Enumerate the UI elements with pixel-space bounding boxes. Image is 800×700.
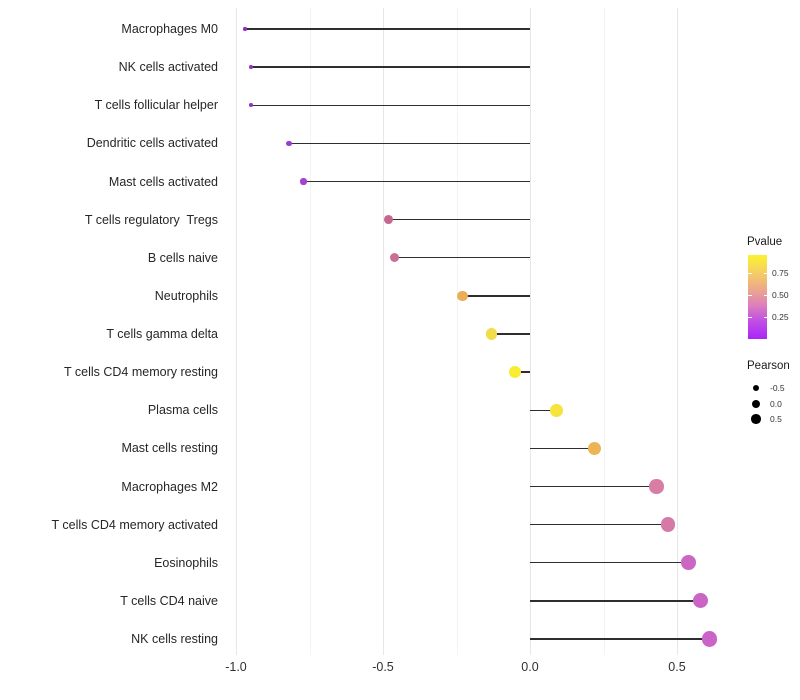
lollipop-stem	[462, 295, 530, 297]
pearson-legend-dot	[752, 384, 760, 392]
y-axis-label: T cells CD4 memory resting	[64, 365, 218, 380]
data-point	[300, 178, 307, 185]
pvalue-colorbar	[748, 255, 767, 339]
data-point	[248, 103, 253, 108]
colorbar-tick	[763, 294, 767, 296]
data-point	[693, 593, 709, 609]
lollipop-stem	[530, 523, 669, 526]
lollipop-stem	[288, 142, 530, 145]
data-point	[457, 290, 468, 302]
y-axis-label: T cells regulatory Tregs	[84, 212, 218, 227]
major-gridline	[236, 8, 237, 655]
data-point	[649, 479, 664, 494]
pearson-legend-dot	[751, 414, 761, 424]
colorbar-tick	[763, 316, 767, 318]
colorbar-tick-label: 0.25	[772, 311, 789, 322]
data-point	[286, 140, 292, 147]
pearson-legend-label: 0.0	[770, 398, 782, 409]
colorbar-tick-label: 0.50	[772, 289, 789, 300]
data-point	[701, 631, 717, 647]
minor-gridline	[309, 8, 311, 655]
colorbar-tick	[763, 272, 767, 274]
lollipop-stem	[530, 485, 657, 488]
y-axis-label: NK cells activated	[118, 60, 218, 75]
pearson-legend-title: Pearson	[747, 360, 790, 372]
x-axis-tick-label: -0.5	[372, 660, 394, 674]
y-axis-label: Eosinophils	[154, 555, 218, 570]
data-point	[384, 215, 394, 225]
lollipop-stem	[250, 66, 530, 68]
pvalue-legend: Pvalue 0.75 0.50 0.25	[746, 236, 800, 356]
x-axis-tick-label: -1.0	[225, 660, 247, 674]
lollipop-stem	[244, 28, 530, 30]
colorbar-tick	[748, 294, 752, 296]
major-gridline	[530, 8, 531, 655]
data-point	[681, 555, 697, 571]
lollipop-stem	[530, 409, 557, 411]
major-gridline	[383, 8, 384, 655]
data-point	[486, 328, 498, 340]
colorbar-tick-label: 0.75	[772, 267, 789, 278]
y-axis-label: Plasma cells	[147, 403, 218, 418]
y-axis-label: T cells gamma delta	[106, 327, 218, 341]
lollipop-stem	[303, 180, 530, 183]
colorbar-tick	[748, 316, 752, 318]
minor-gridline	[456, 8, 458, 655]
colorbar-tick	[748, 272, 752, 274]
data-point	[509, 366, 522, 378]
pvalue-legend-title: Pvalue	[747, 236, 783, 248]
data-point	[390, 253, 400, 263]
y-axis-label: T cells CD4 naive	[120, 593, 218, 608]
y-axis-label: T cells CD4 memory activated	[51, 517, 219, 532]
y-axis-label: Dendritic cells activated	[86, 136, 218, 151]
lollipop-stem	[530, 600, 701, 602]
y-axis-label: B cells naive	[147, 250, 218, 265]
y-axis-label: Macrophages M2	[121, 479, 218, 494]
x-axis-tick-label: 0.5	[668, 660, 686, 674]
lollipop-stem	[388, 218, 530, 221]
y-axis-label: Macrophages M0	[121, 22, 218, 36]
data-point	[243, 27, 247, 31]
minor-gridline	[603, 8, 605, 655]
pearson-legend-label: 0.5	[770, 414, 782, 424]
lollipop-stem	[530, 638, 710, 640]
lollipop-stem	[530, 447, 595, 450]
data-point	[248, 65, 253, 70]
y-axis-label: NK cells resting	[131, 632, 218, 646]
pearson-legend-dot	[752, 399, 760, 408]
y-axis-label: Mast cells resting	[121, 441, 218, 456]
major-gridline	[677, 8, 678, 655]
data-point	[550, 403, 563, 417]
y-axis-label: T cells follicular helper	[94, 98, 218, 113]
lollipop-stem	[515, 371, 530, 373]
y-axis-label: Neutrophils	[154, 288, 218, 303]
y-axis-label: Mast cells activated	[108, 174, 218, 189]
lollipop-stem	[530, 562, 689, 564]
x-axis-tick-label: 0.0	[521, 660, 539, 674]
lollipop-stem	[394, 257, 530, 259]
data-point	[588, 441, 602, 455]
pearson-size-legend: Pearson -0.5 0.0 0.5	[746, 358, 800, 433]
lollipop-stem	[250, 104, 530, 106]
pearson-legend-label: -0.5	[770, 383, 785, 393]
lollipop-stem	[491, 333, 530, 335]
data-point	[660, 517, 676, 532]
